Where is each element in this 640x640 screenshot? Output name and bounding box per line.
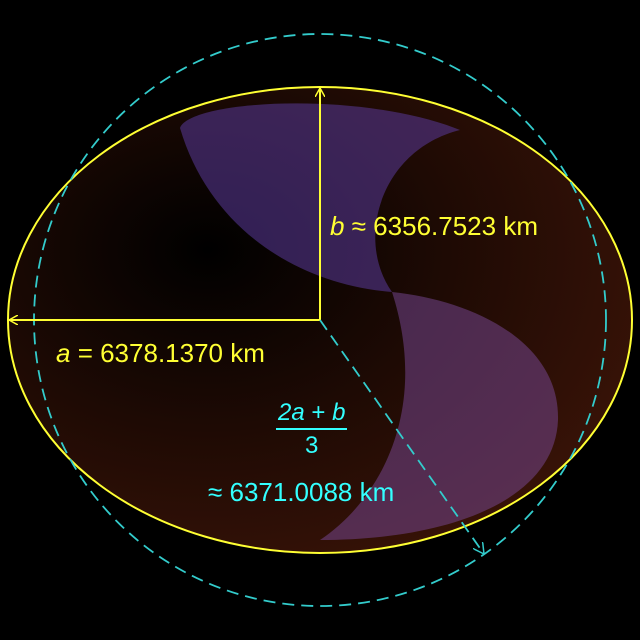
semi-minor-axis-label: b ≈ 6356.7523 km <box>330 213 538 239</box>
mean-radius-value: ≈ 6371.0088 km <box>208 477 395 507</box>
b-value: ≈ 6356.7523 km <box>344 211 538 241</box>
mean-radius-arrow <box>319 319 484 554</box>
fraction-denominator: 3 <box>305 432 319 459</box>
mean-radius-fraction: 2a + b 3 <box>276 399 348 459</box>
b-variable: b <box>330 211 345 241</box>
semi-major-axis-label: a = 6378.1370 km <box>56 340 265 366</box>
fraction-numerator: 2a + b <box>276 399 348 430</box>
a-value: = 6378.1370 km <box>70 338 265 368</box>
numerator-b: b <box>332 399 346 426</box>
numerator-2a: 2a <box>278 399 305 426</box>
numerator-plus: + <box>304 399 333 426</box>
a-variable: a <box>56 338 71 368</box>
